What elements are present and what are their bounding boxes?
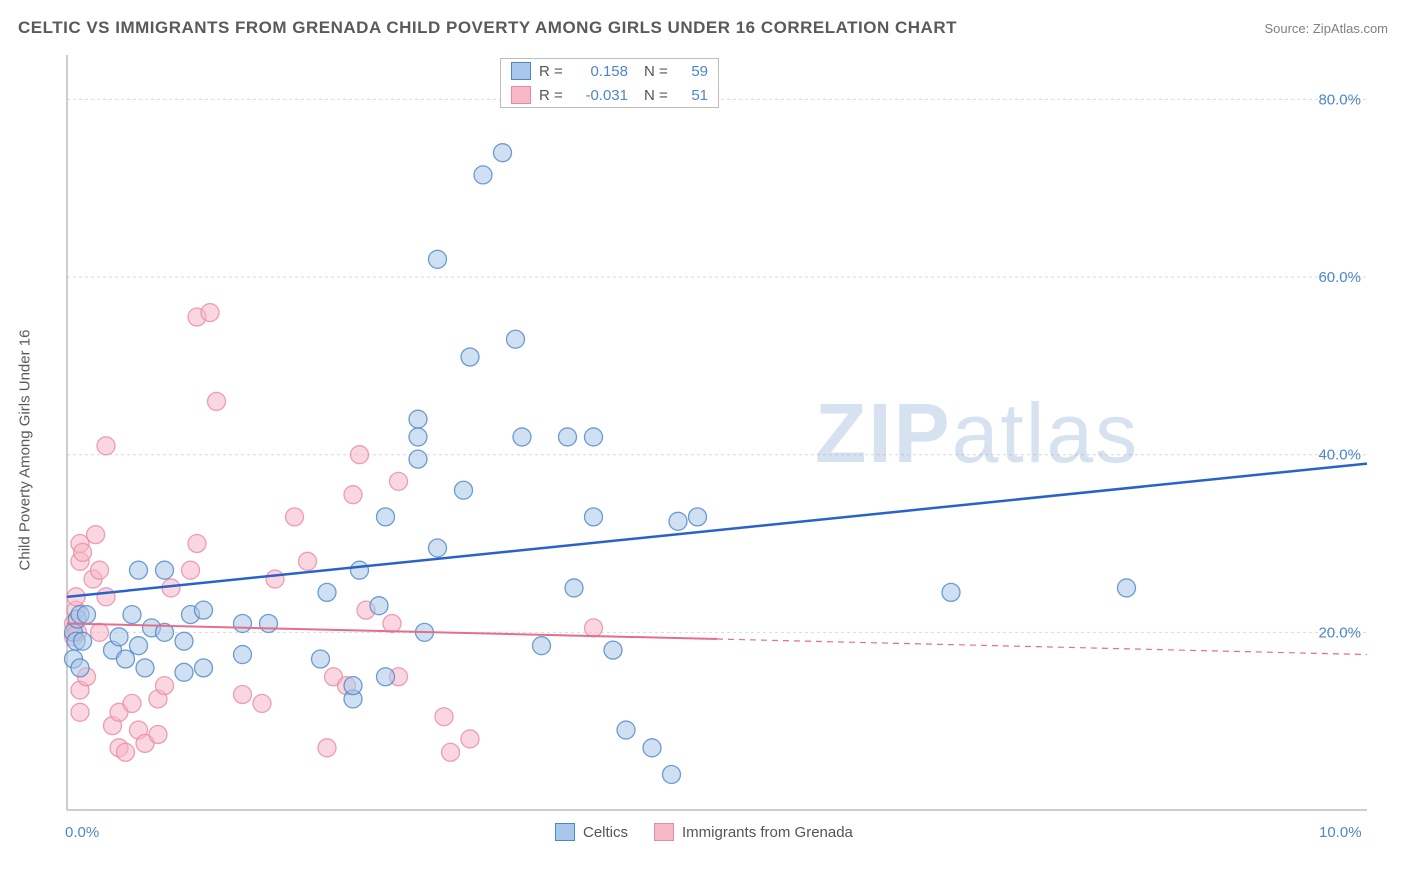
r-value: 0.158 bbox=[573, 63, 628, 80]
legend-label: Celtics bbox=[583, 824, 628, 841]
y-axis-label: Child Poverty Among Girls Under 16 bbox=[17, 330, 34, 571]
scatter-plot: 20.0% 40.0% 60.0% 80.0% bbox=[55, 55, 1375, 818]
y-axis-tick: 20.0% bbox=[1318, 624, 1361, 641]
legend-row: R = 0.158 N = 59 bbox=[501, 59, 718, 83]
blue-swatch bbox=[511, 62, 531, 80]
blue-swatch bbox=[555, 823, 575, 841]
y-axis-tick: 80.0% bbox=[1318, 91, 1361, 108]
r-label: R = bbox=[539, 87, 565, 104]
x-axis-tick-min: 0.0% bbox=[65, 824, 99, 841]
legend-item: Immigrants from Grenada bbox=[654, 823, 853, 841]
y-axis-tick: 40.0% bbox=[1318, 447, 1361, 464]
legend-item: Celtics bbox=[555, 823, 628, 841]
n-value: 59 bbox=[678, 63, 708, 80]
series-legend: Celtics Immigrants from Grenada bbox=[555, 823, 853, 841]
chart-title: CELTIC VS IMMIGRANTS FROM GRENADA CHILD … bbox=[18, 18, 957, 38]
r-value: -0.031 bbox=[573, 87, 628, 104]
y-axis-tick: 60.0% bbox=[1318, 269, 1361, 286]
chart-source: Source: ZipAtlas.com bbox=[1264, 21, 1388, 36]
pink-swatch bbox=[511, 86, 531, 104]
x-axis-tick-max: 10.0% bbox=[1319, 824, 1362, 841]
correlation-legend: R = 0.158 N = 59 R = -0.031 N = 51 bbox=[500, 58, 719, 108]
n-label: N = bbox=[644, 87, 670, 104]
n-label: N = bbox=[644, 63, 670, 80]
legend-label: Immigrants from Grenada bbox=[682, 824, 853, 841]
n-value: 51 bbox=[678, 87, 708, 104]
chart-area: Child Poverty Among Girls Under 16 20.0%… bbox=[55, 55, 1375, 845]
legend-row: R = -0.031 N = 51 bbox=[501, 83, 718, 107]
r-label: R = bbox=[539, 63, 565, 80]
pink-swatch bbox=[654, 823, 674, 841]
